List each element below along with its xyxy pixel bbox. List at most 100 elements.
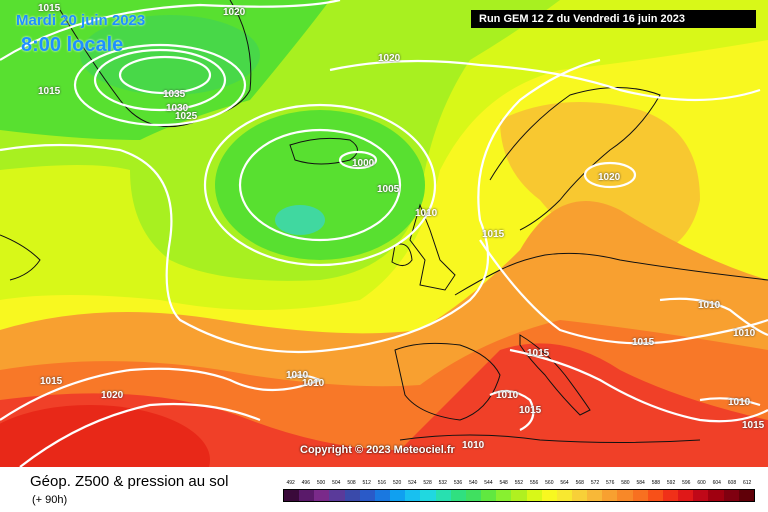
scale-tick-label: 608	[727, 480, 737, 486]
scale-tick-label: 592	[666, 480, 676, 486]
isobar-label: 1010	[496, 390, 519, 401]
scale-swatch	[450, 490, 466, 501]
isobar-1000	[338, 150, 378, 170]
scale-swatch	[344, 490, 360, 501]
scale-tick-label: 588	[651, 480, 661, 486]
scale-swatch	[374, 490, 391, 501]
coastlines	[0, 0, 768, 443]
scale-swatch	[602, 490, 618, 501]
scale-swatch	[708, 490, 724, 501]
forecast-lead-time: (+ 90h)	[32, 494, 68, 506]
scale-swatch	[632, 490, 648, 501]
scale-tick-label: 552	[514, 480, 524, 486]
scale-swatch	[405, 490, 421, 501]
isobar-1015-med	[509, 348, 768, 423]
copyright-notice: Copyright © 2023 Meteociel.fr	[300, 444, 455, 456]
isobar-label: 1015	[519, 405, 542, 416]
isobar-label: 1020	[223, 7, 246, 18]
scale-tick-label: 532	[438, 480, 447, 486]
isobar-1010-southeast	[699, 397, 761, 407]
scale-tick-label: 580	[621, 480, 630, 486]
scale-tick-label: 556	[529, 480, 539, 486]
scale-tick-label: 544	[484, 480, 493, 486]
continent-coast	[454, 252, 768, 296]
scale-tick-label: 496	[301, 480, 310, 486]
scale-tick-label: 604	[712, 480, 721, 486]
isobar-1015-atlantic	[0, 367, 321, 421]
scale-swatch	[435, 490, 451, 501]
map-title: Géop. Z500 & pression au sol	[30, 473, 229, 490]
scale-tick-label: 516	[377, 480, 387, 486]
isobar-label: 1010	[462, 440, 485, 451]
scale-swatch	[359, 490, 375, 501]
isobar-1010-med	[489, 389, 535, 431]
scale-swatch	[420, 490, 436, 501]
isobars	[0, 0, 768, 467]
scale-tick-label: 500	[316, 480, 326, 486]
isobar-1010	[203, 103, 437, 267]
scale-tick-label: 504	[332, 480, 341, 486]
scale-tick-label: 536	[453, 480, 463, 486]
scale-swatch	[465, 490, 482, 501]
low-center-green	[215, 110, 425, 260]
isobar-1010-iberia	[289, 374, 321, 382]
scale-swatch	[284, 490, 300, 501]
ireland-coast	[391, 243, 413, 266]
scale-swatch	[481, 490, 497, 501]
scale-tick-label: 520	[392, 480, 402, 486]
pressure-geopotential-map	[0, 0, 768, 467]
color-scale-bar	[283, 489, 755, 502]
isobar-1010-east	[659, 297, 768, 337]
scale-tick-label: 572	[590, 480, 600, 486]
isobar-1015-west	[0, 58, 601, 354]
scale-swatch	[587, 490, 603, 501]
high-center-greenland	[80, 15, 260, 95]
scale-swatch	[738, 490, 754, 501]
isobar-label: 1010	[733, 328, 756, 339]
scale-tick-label: 568	[575, 480, 584, 486]
scale-tick-label: 540	[469, 480, 478, 486]
isobar-label: 1010	[698, 300, 721, 311]
isobar-1020-atlantic	[19, 402, 261, 467]
scale-tick-label: 600	[697, 480, 706, 486]
scale-tick-label: 512	[362, 480, 371, 486]
scale-tick-label: 524	[408, 480, 417, 486]
isobar-label: 1020	[598, 172, 621, 183]
forecast-date: Mardi 20 juin 2023	[16, 12, 146, 29]
forecast-time: 8:00 locale	[21, 34, 124, 56]
scale-swatch	[617, 490, 633, 501]
scale-tick-label: 548	[499, 480, 508, 486]
scale-swatch	[647, 490, 663, 501]
isobar-1030	[93, 48, 227, 112]
isobar-label: 1015	[632, 337, 655, 348]
isobar-1020-baltic	[583, 161, 637, 189]
scale-tick-label: 492	[286, 480, 295, 486]
field-band-orange-north	[500, 102, 700, 260]
color-scale-labels: 492 496 500 504 508 512 516 520 524 528 532 536 540 5…	[283, 478, 755, 488]
isobar-label: 1020	[378, 53, 401, 64]
scale-swatch	[526, 490, 542, 501]
scale-tick-label: 584	[636, 480, 645, 486]
isobar-label: 1015	[527, 348, 550, 359]
isobar-label: 1025	[175, 111, 198, 122]
scale-swatch	[723, 490, 739, 501]
scale-swatch	[390, 490, 406, 501]
isobar-1020-east	[329, 59, 761, 102]
scale-tick-label: 508	[347, 480, 356, 486]
low-center-core	[275, 205, 325, 235]
isobar-label: 1015	[40, 376, 63, 387]
north-africa-coast	[399, 434, 701, 443]
isobar-label: 1010	[728, 397, 751, 408]
isobar-label: 1010	[286, 370, 309, 381]
isobar-1015-continent	[479, 239, 768, 345]
isobar-label: 1000	[352, 158, 375, 169]
scale-swatch	[314, 490, 330, 501]
isobar-label: 1015	[38, 86, 61, 97]
isobar-label: 1010	[302, 378, 325, 389]
scandinavia-coast	[489, 87, 661, 231]
model-run-banner: Run GEM 12 Z du Vendredi 16 juin 2023	[471, 10, 756, 28]
isobar-label: 1020	[101, 390, 124, 401]
legend-panel: Géop. Z500 & pression au sol (+ 90h) 492…	[0, 467, 768, 512]
isobar-label: 1015	[742, 420, 765, 431]
